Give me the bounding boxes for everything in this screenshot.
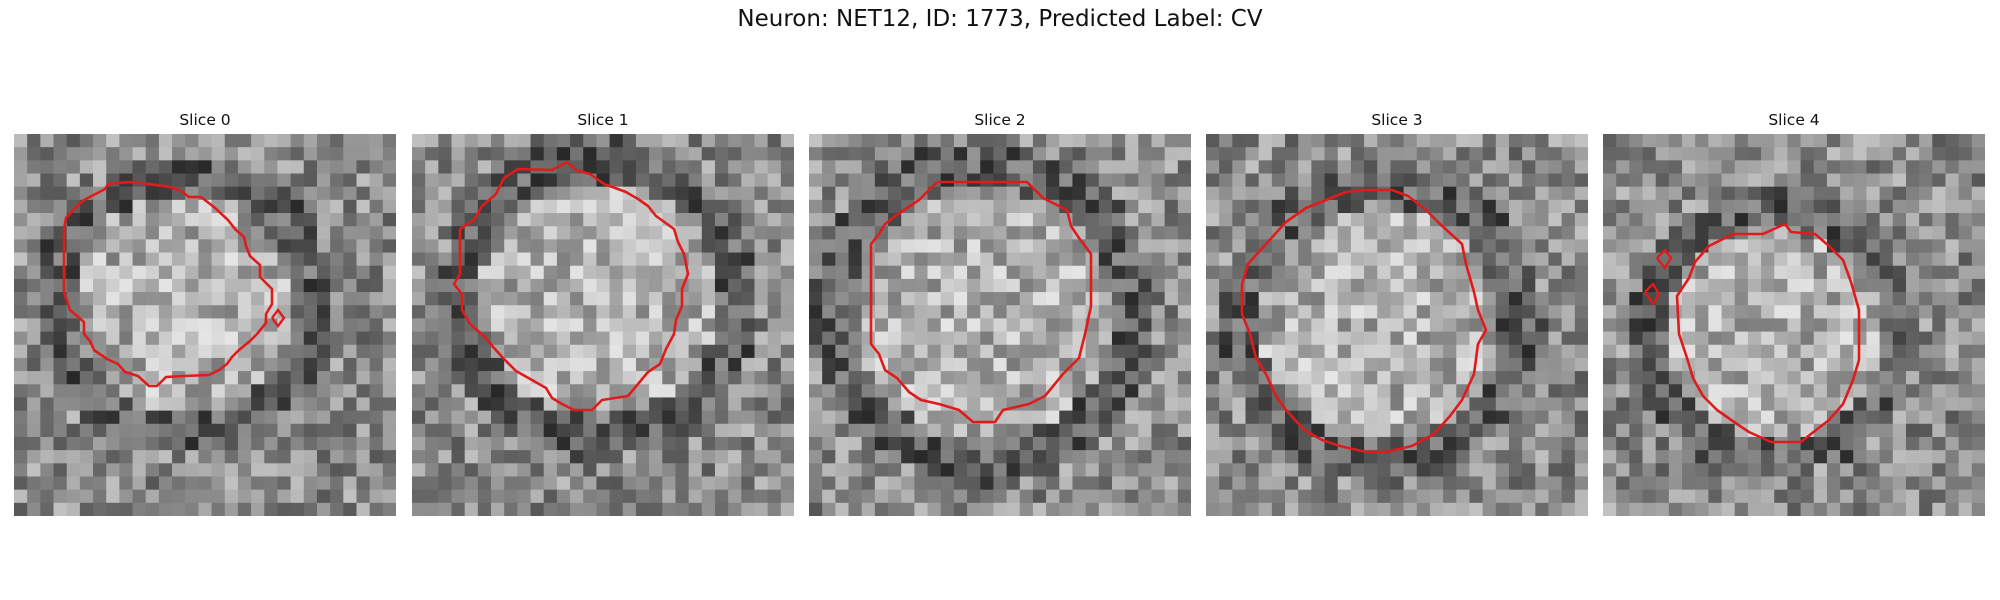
segmentation-contour-4 [1675, 222, 1861, 444]
slice-title-4: Slice 4 [1768, 111, 1820, 129]
noise-grid-2 [809, 134, 1191, 516]
slice-title-0: Slice 0 [179, 111, 231, 129]
slice-panel-2: Slice 2 [809, 108, 1191, 516]
noise-grid-3 [1206, 134, 1588, 516]
slice-image-3 [1206, 134, 1588, 516]
noise-grid-0 [14, 134, 396, 516]
slice-title-2: Slice 2 [974, 111, 1026, 129]
slice-panel-3: Slice 3 [1206, 108, 1588, 516]
slice-image-0 [14, 134, 396, 516]
slice-panel-1: Slice 1 [412, 108, 794, 516]
segmentation-contour-1 [452, 160, 690, 412]
slice-image-4 [1603, 134, 1985, 516]
segmentation-contour-0b [271, 308, 286, 328]
slice-image-1 [412, 134, 794, 516]
slice-image-2 [809, 134, 1191, 516]
segmentation-contour-2 [869, 180, 1093, 424]
segmentation-contour-4b [1656, 248, 1673, 271]
slice-panel-4: Slice 4 [1603, 108, 1985, 516]
slice-panel-0: Slice 0 [14, 108, 396, 516]
noise-grid-4 [1603, 134, 1985, 516]
segmentation-contour-4c [1644, 282, 1661, 307]
slice-title-1: Slice 1 [577, 111, 629, 129]
noise-grid-1 [412, 134, 794, 516]
segmentation-contour-0 [62, 180, 274, 388]
segmentation-contour-3 [1240, 188, 1488, 454]
figure-title: Neuron: NET12, ID: 1773, Predicted Label… [737, 6, 1263, 32]
slice-title-3: Slice 3 [1371, 111, 1423, 129]
